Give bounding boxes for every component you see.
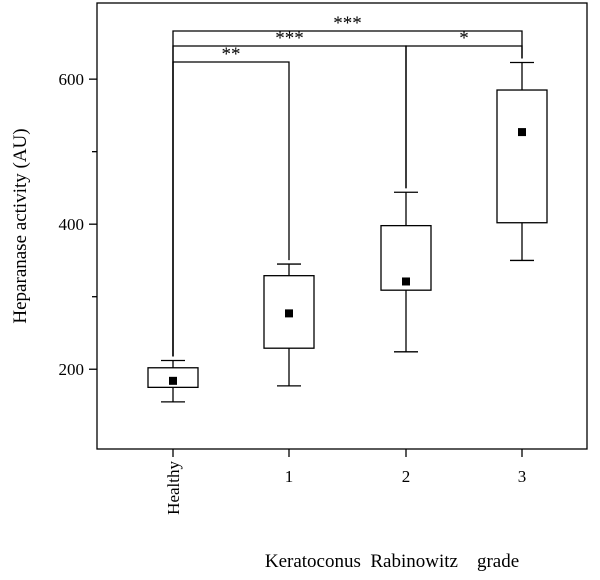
significance-label: *** xyxy=(333,13,362,34)
x-tick-label: 1 xyxy=(285,467,294,486)
interquartile-box xyxy=(496,89,548,224)
plot-frame xyxy=(96,2,588,450)
significance-label: *** xyxy=(275,28,304,49)
y-tick-label: 400 xyxy=(59,215,85,234)
y-tick-label: 200 xyxy=(59,360,85,379)
significance-brackets: ********* xyxy=(172,13,523,357)
y-axis-label: Heparanase activity (AU) xyxy=(10,128,31,323)
box-group xyxy=(147,359,199,403)
x-tick-label-rotated: Healthy xyxy=(164,461,183,515)
box-group xyxy=(263,263,315,387)
mean-marker xyxy=(518,128,526,137)
interquartile-box xyxy=(380,224,432,291)
x-tick-label: 2 xyxy=(402,467,411,486)
box-series xyxy=(147,61,548,403)
y-tick-label: 600 xyxy=(59,70,85,89)
box-group xyxy=(496,61,548,262)
mean-marker xyxy=(169,376,177,385)
y-axis: 200 400 600 xyxy=(59,70,97,379)
interquartile-box xyxy=(263,275,315,349)
mean-marker xyxy=(402,277,410,286)
significance-label: * xyxy=(459,28,469,49)
bracket-line xyxy=(172,30,523,357)
bracket-line xyxy=(405,45,523,189)
significance-bracket: ** xyxy=(172,44,290,357)
x-axis-label: Keratoconus Rabinowitz grade xyxy=(265,551,519,572)
significance-bracket: *** xyxy=(172,13,523,357)
x-axis: Healthy 1 2 3 xyxy=(164,449,526,515)
mean-marker xyxy=(285,309,293,318)
x-tick-label: 3 xyxy=(518,467,527,486)
significance-label: ** xyxy=(222,44,241,65)
interquartile-box xyxy=(147,367,199,389)
significance-bracket: * xyxy=(405,28,523,189)
box-group xyxy=(380,191,432,353)
bracket-line xyxy=(172,61,290,357)
